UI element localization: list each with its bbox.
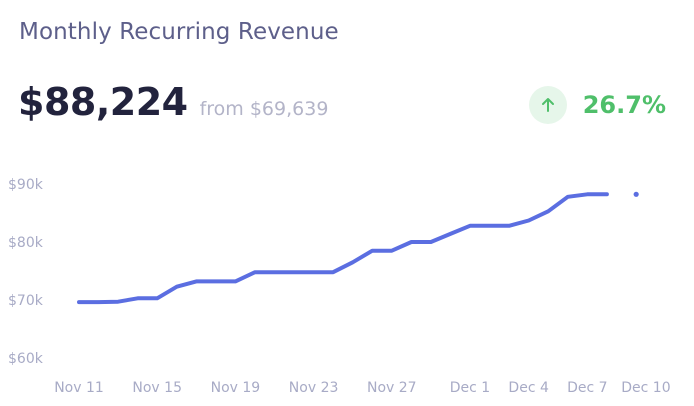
value-row: $88,224 from $69,639 — [18, 80, 328, 124]
x-tick-label: Nov 23 — [289, 380, 339, 396]
arrow-up-icon — [528, 86, 567, 124]
y-tick-label: $80k — [8, 235, 44, 251]
trailing-data-point — [633, 191, 639, 197]
y-tick-label: $90k — [8, 177, 44, 193]
x-tick-label: Dec 4 — [508, 380, 549, 396]
change-percent: 26.7% — [582, 91, 666, 119]
x-tick-label: Nov 11 — [54, 380, 104, 396]
current-value: $88,224 — [18, 80, 188, 124]
revenue-series-line — [77, 192, 609, 305]
y-tick-label: $70k — [8, 293, 44, 309]
x-tick-label: Nov 27 — [367, 380, 417, 396]
x-tick-label: Dec 7 — [567, 380, 607, 396]
y-tick-label: $60k — [8, 351, 44, 367]
x-tick-label: Nov 15 — [132, 380, 182, 396]
x-tick-label: Dec 10 — [621, 380, 670, 396]
revenue-line-chart: $90k $80k $70k $60k Nov 11 Nov 15 Nov 19 Nov 23… — [8, 177, 671, 396]
change-indicator: 26.7% — [528, 86, 666, 124]
x-tick-label: Dec 1 — [450, 380, 490, 396]
card-title: Monthly Recurring Revenue — [19, 19, 339, 45]
x-tick-label: Nov 19 — [211, 380, 261, 396]
previous-value: from $69,639 — [199, 98, 329, 120]
